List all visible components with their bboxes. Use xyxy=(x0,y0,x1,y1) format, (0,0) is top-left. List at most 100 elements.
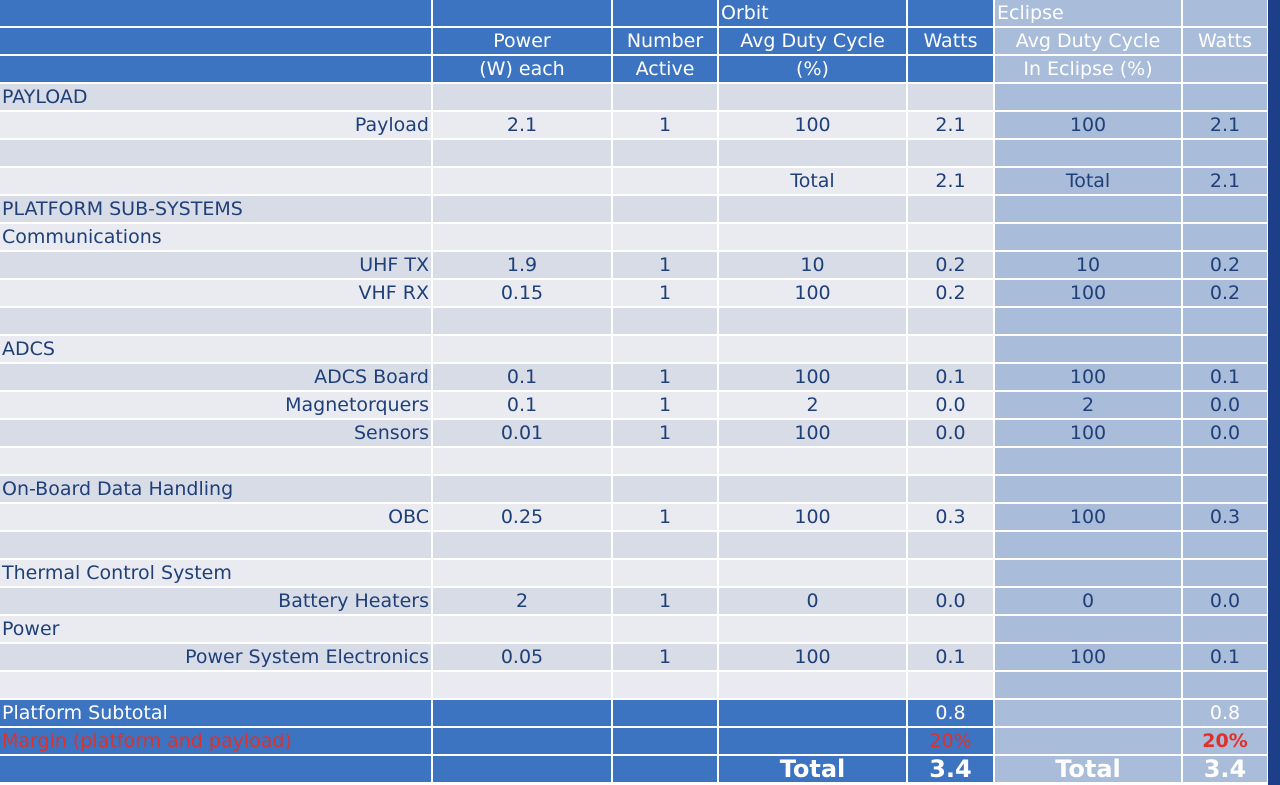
watts-value: 0.0 xyxy=(907,587,995,616)
spacer-row xyxy=(0,447,1268,476)
item-name: VHF RX xyxy=(0,279,433,308)
duty-unit: (%) xyxy=(718,55,908,84)
number-value: 1 xyxy=(612,391,719,420)
power-value: 0.1 xyxy=(432,391,613,420)
section-payload: PAYLOAD xyxy=(0,83,1268,112)
watts-value: 2.1 xyxy=(907,111,995,140)
eclipse-watts-value: 0.0 xyxy=(1182,419,1268,448)
watts-value: 0.3 xyxy=(907,503,995,532)
duty-value: 100 xyxy=(718,643,908,672)
eclipse-watts-value: 0.0 xyxy=(1182,587,1268,616)
watts-value: 0.1 xyxy=(907,363,995,392)
eclipse-duty-value: 100 xyxy=(994,111,1183,140)
section-label: PLATFORM SUB-SYSTEMS xyxy=(0,195,433,224)
eclipse-watts-value: 0.1 xyxy=(1182,363,1268,392)
table-row: Battery Heaters 2 1 0 0.0 0 0.0 xyxy=(0,587,1268,616)
payload-total-row: Total 2.1 Total 2.1 xyxy=(0,167,1268,196)
subtotal-watts: 0.8 xyxy=(907,699,995,728)
power-value: 0.05 xyxy=(432,643,613,672)
watts-header: Watts xyxy=(907,27,995,56)
spacer-row xyxy=(0,531,1268,560)
table-row: Power System Electronics 0.05 1 100 0.1 … xyxy=(0,643,1268,672)
watts-value: 0.2 xyxy=(907,251,995,280)
item-name: UHF TX xyxy=(0,251,433,280)
eclipse-duty-value: 0 xyxy=(994,587,1183,616)
duty-header: Avg Duty Cycle xyxy=(718,27,908,56)
total-label: Total xyxy=(718,167,908,196)
margin-row: Margin (platform and payload) 20% 20% xyxy=(0,727,1268,756)
number-value: 1 xyxy=(612,643,719,672)
power-value: 2 xyxy=(432,587,613,616)
section-obdh: On-Board Data Handling xyxy=(0,475,1268,504)
grand-total-eclipse-watts: 3.4 xyxy=(1182,755,1268,784)
duty-value: 100 xyxy=(718,503,908,532)
section-label: ADCS xyxy=(0,335,433,364)
table-row: Sensors 0.01 1 100 0.0 100 0.0 xyxy=(0,419,1268,448)
number-value: 1 xyxy=(612,363,719,392)
duty-value: 2 xyxy=(718,391,908,420)
eclipse-watts-value: 2.1 xyxy=(1182,111,1268,140)
eclipse-watts-value: 0.2 xyxy=(1182,279,1268,308)
section-label: PAYLOAD xyxy=(0,83,433,112)
eclipse-duty-value: 100 xyxy=(994,419,1183,448)
total-watts: 2.1 xyxy=(907,167,995,196)
section-power: Power xyxy=(0,615,1268,644)
duty-value: 10 xyxy=(718,251,908,280)
item-name: ADCS Board xyxy=(0,363,433,392)
watts-value: 0.1 xyxy=(907,643,995,672)
platform-subtotal-row: Platform Subtotal 0.8 0.8 xyxy=(0,699,1268,728)
eclipse-duty-value: 100 xyxy=(994,279,1183,308)
eclipse-watts-value: 0.3 xyxy=(1182,503,1268,532)
header-row-2: Power Number Avg Duty Cycle Watts Avg Du… xyxy=(0,27,1268,56)
power-value: 0.01 xyxy=(432,419,613,448)
duty-value: 0 xyxy=(718,587,908,616)
eclipse-duty-header: Avg Duty Cycle xyxy=(994,27,1183,56)
item-name: Sensors xyxy=(0,419,433,448)
duty-value: 100 xyxy=(718,111,908,140)
number-value: 1 xyxy=(612,251,719,280)
eclipse-duty-value: 100 xyxy=(994,363,1183,392)
item-name: Payload xyxy=(0,111,433,140)
section-label: Power xyxy=(0,615,433,644)
subtotal-eclipse-watts: 0.8 xyxy=(1182,699,1268,728)
header-row-1: Orbit Eclipse xyxy=(0,0,1268,28)
watts-value: 0.0 xyxy=(907,419,995,448)
eclipse-watts-value: 0.1 xyxy=(1182,643,1268,672)
margin-label: Margin (platform and payload) xyxy=(0,727,433,756)
number-unit: Active xyxy=(612,55,719,84)
duty-value: 100 xyxy=(718,279,908,308)
table-row: Magnetorquers 0.1 1 2 0.0 2 0.0 xyxy=(0,391,1268,420)
item-name: OBC xyxy=(0,503,433,532)
duty-value: 100 xyxy=(718,363,908,392)
watts-value: 0.0 xyxy=(907,391,995,420)
power-value: 2.1 xyxy=(432,111,613,140)
power-value: 0.15 xyxy=(432,279,613,308)
margin-eclipse-percent: 20% xyxy=(1182,727,1268,756)
eclipse-watts-header: Watts xyxy=(1182,27,1268,56)
eclipse-total-label: Total xyxy=(994,167,1183,196)
orbit-heading: Orbit xyxy=(718,0,908,28)
duty-value: 100 xyxy=(718,419,908,448)
section-thermal: Thermal Control System xyxy=(0,559,1268,588)
table-row: ADCS Board 0.1 1 100 0.1 100 0.1 xyxy=(0,363,1268,392)
table-row: OBC 0.25 1 100 0.3 100 0.3 xyxy=(0,503,1268,532)
eclipse-total-watts: 2.1 xyxy=(1182,167,1268,196)
section-adcs: ADCS xyxy=(0,335,1268,364)
number-value: 1 xyxy=(612,419,719,448)
number-value: 1 xyxy=(612,279,719,308)
eclipse-heading: Eclipse xyxy=(994,0,1183,28)
spacer-row xyxy=(0,671,1268,700)
grand-total-watts: 3.4 xyxy=(907,755,995,784)
power-value: 0.25 xyxy=(432,503,613,532)
section-label: Communications xyxy=(0,223,433,252)
table-row: UHF TX 1.9 1 10 0.2 10 0.2 xyxy=(0,251,1268,280)
number-value: 1 xyxy=(612,503,719,532)
power-unit: (W) each xyxy=(432,55,613,84)
table-row: Payload 2.1 1 100 2.1 100 2.1 xyxy=(0,111,1268,140)
subtotal-label: Platform Subtotal xyxy=(0,699,433,728)
section-platform: PLATFORM SUB-SYSTEMS xyxy=(0,195,1268,224)
eclipse-duty-value: 2 xyxy=(994,391,1183,420)
item-name: Battery Heaters xyxy=(0,587,433,616)
watts-value: 0.2 xyxy=(907,279,995,308)
